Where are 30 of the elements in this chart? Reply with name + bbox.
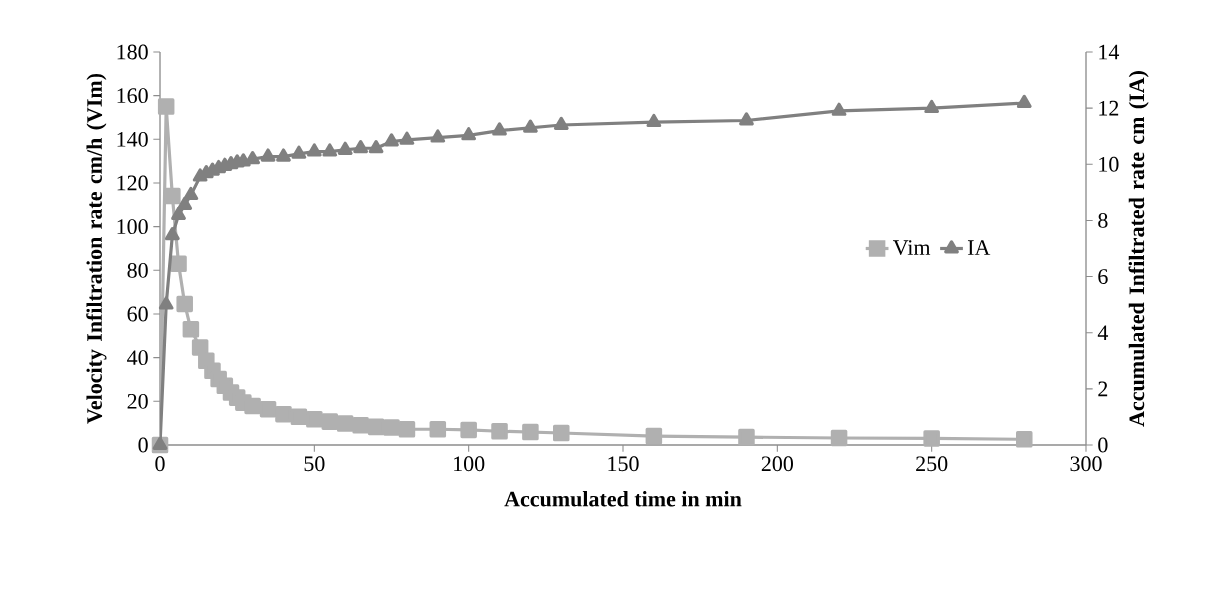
y-tick-label: 180 <box>117 44 148 60</box>
y2-axis-title: Accumulated Infiltrated rate cm (IA) <box>1128 71 1149 427</box>
y2-tick-label: 12 <box>1099 100 1119 116</box>
x-tick-label: 50 <box>304 456 325 472</box>
y-tick-label: 160 <box>117 88 148 104</box>
y-tick-label: 80 <box>127 262 148 278</box>
y2-tick-label: 8 <box>1098 212 1108 228</box>
y2-tick-label: 10 <box>1099 156 1119 172</box>
y2-tick-label: 14 <box>1099 44 1120 60</box>
y-axis-title: Velocity Infiltration rate cm/h (VIm) <box>86 73 107 424</box>
y2-tick-label: 2 <box>1098 381 1108 397</box>
y-tick-label: 140 <box>117 131 148 147</box>
legend-label: Vim <box>892 240 931 256</box>
y-tick-label: 20 <box>127 393 148 409</box>
y-tick-label: 40 <box>127 350 148 366</box>
x-tick-label: 250 <box>916 456 948 472</box>
x-tick-label: 100 <box>454 456 485 472</box>
y-tick-label: 100 <box>117 219 148 235</box>
legend-label: IA <box>967 240 991 255</box>
x-tick-label: 300 <box>1070 456 1102 472</box>
x-tick-label: 200 <box>761 456 793 472</box>
y-tick-label: 120 <box>117 175 148 191</box>
x-tick-label: 0 <box>155 456 165 472</box>
x-axis-title: Accumulated time in min <box>504 491 742 507</box>
y2-tick-label: 4 <box>1097 325 1109 340</box>
y2-tick-label: 0 <box>1098 437 1108 453</box>
y-tick-label: 60 <box>127 306 148 322</box>
x-tick-label: 150 <box>608 456 639 472</box>
y-tick-label: 0 <box>138 437 148 453</box>
y2-tick-label: 6 <box>1098 269 1108 284</box>
